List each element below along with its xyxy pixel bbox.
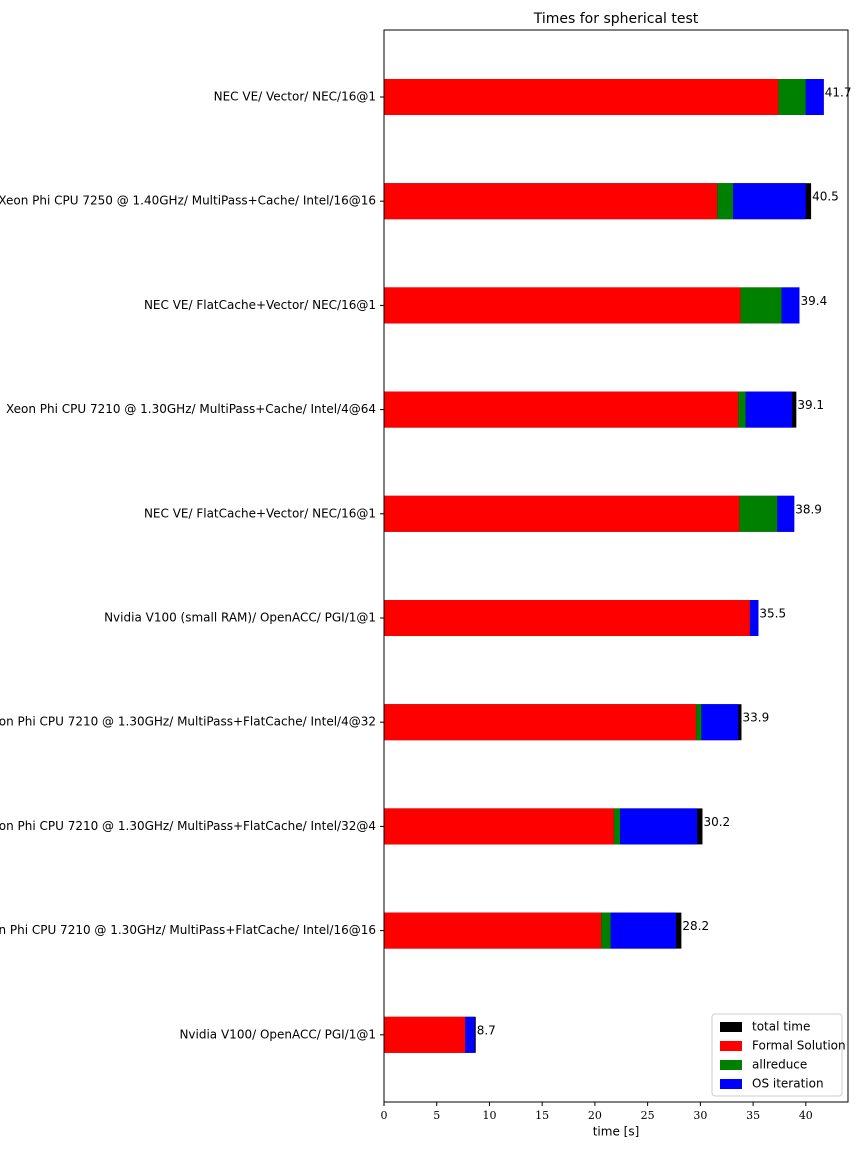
- x-tick-label: 30: [693, 1109, 707, 1122]
- x-tick-label: 10: [482, 1109, 496, 1122]
- data-label: 8.7: [477, 1023, 496, 1037]
- legend-swatch: [720, 1022, 742, 1032]
- legend-swatch: [720, 1060, 742, 1070]
- y-tick-label: Nvidia V100/ OpenACC/ PGI/1@1: [179, 1027, 376, 1041]
- y-tick-label: NEC VE/ FlatCache+Vector/ NEC/16@1: [144, 298, 376, 312]
- bar-segment: [613, 808, 621, 845]
- bar-segment: [465, 1016, 475, 1053]
- bar-segment: [384, 600, 750, 636]
- data-label: 39.1: [797, 398, 824, 412]
- bar-segment: [384, 495, 740, 532]
- bar-segment: [384, 808, 614, 845]
- bar-segment: [749, 600, 759, 636]
- y-tick-label: Xeon Phi CPU 7210 @ 1.30GHz/ MultiPass+F…: [0, 715, 376, 729]
- chart-title: Times for spherical test: [533, 11, 699, 27]
- bar-segment: [701, 704, 739, 741]
- y-tick-label: Xeon Phi CPU 7210 @ 1.30GHz/ MultiPass+C…: [6, 402, 376, 416]
- bar-segment: [778, 79, 806, 115]
- bar-segment: [610, 912, 677, 949]
- x-tick-label: 35: [746, 1109, 760, 1122]
- bar-segment: [601, 912, 611, 949]
- x-axis-label: time [s]: [593, 1125, 640, 1139]
- data-label: 35.5: [759, 607, 786, 621]
- legend-label: allreduce: [752, 1058, 807, 1072]
- bar-segment: [384, 391, 739, 428]
- data-label: 41.7: [825, 86, 852, 100]
- x-tick-label: 40: [799, 1109, 813, 1122]
- bar-segment: [733, 183, 806, 220]
- legend-box: [711, 1013, 843, 1097]
- data-label: 39.4: [800, 294, 827, 308]
- legend-label: OS iteration: [752, 1077, 824, 1091]
- legend-swatch: [720, 1079, 742, 1089]
- bar-segment: [739, 495, 778, 532]
- data-label: 38.9: [795, 502, 822, 516]
- x-tick-label: 5: [433, 1109, 440, 1122]
- bar-segment: [745, 391, 793, 428]
- x-tick-label: 15: [535, 1109, 549, 1122]
- bar-segment: [805, 79, 824, 115]
- bar-segment: [384, 183, 718, 220]
- data-label: 40.5: [812, 190, 839, 204]
- y-tick-label: Xeon Phi CPU 7210 @ 1.30GHz/ MultiPass+F…: [0, 819, 376, 833]
- data-label: 30.2: [703, 815, 730, 829]
- bar-segment: [384, 79, 779, 115]
- plot-frame: [383, 29, 849, 1103]
- bar-segment: [717, 183, 734, 220]
- bar-segment: [777, 495, 795, 532]
- y-tick-label: Xeon Phi CPU 7250 @ 1.40GHz/ MultiPass+C…: [0, 194, 376, 208]
- data-label: 33.9: [742, 711, 769, 725]
- bar-segment: [738, 391, 746, 428]
- bar-segment: [620, 808, 698, 845]
- bar-segment: [384, 1016, 466, 1053]
- data-label: 28.2: [682, 919, 709, 933]
- bar-segment: [781, 287, 800, 324]
- legend-label: total time: [752, 1020, 810, 1034]
- legend-swatch: [720, 1041, 742, 1051]
- x-tick-label: 25: [641, 1109, 655, 1122]
- bar-segment: [384, 912, 602, 949]
- y-tick-label: NEC VE/ FlatCache+Vector/ NEC/16@1: [144, 506, 376, 520]
- y-tick-label: Xeon Phi CPU 7210 @ 1.30GHz/ MultiPass+F…: [0, 923, 376, 937]
- y-tick-label: NEC VE/ Vector/ NEC/16@1: [214, 90, 376, 104]
- bar-segment: [740, 287, 782, 324]
- bar-segment: [384, 704, 697, 741]
- legend-label: Formal Solution: [752, 1039, 846, 1053]
- x-tick-label: 20: [588, 1109, 602, 1122]
- y-tick-label: Nvidia V100 (small RAM)/ OpenACC/ PGI/1@…: [104, 611, 376, 625]
- bar-segment: [696, 704, 702, 741]
- bar-segment: [384, 287, 741, 324]
- legend: total time Formal Solution allreduce OS ite…: [711, 1013, 846, 1097]
- x-tick-label: 0: [381, 1109, 388, 1122]
